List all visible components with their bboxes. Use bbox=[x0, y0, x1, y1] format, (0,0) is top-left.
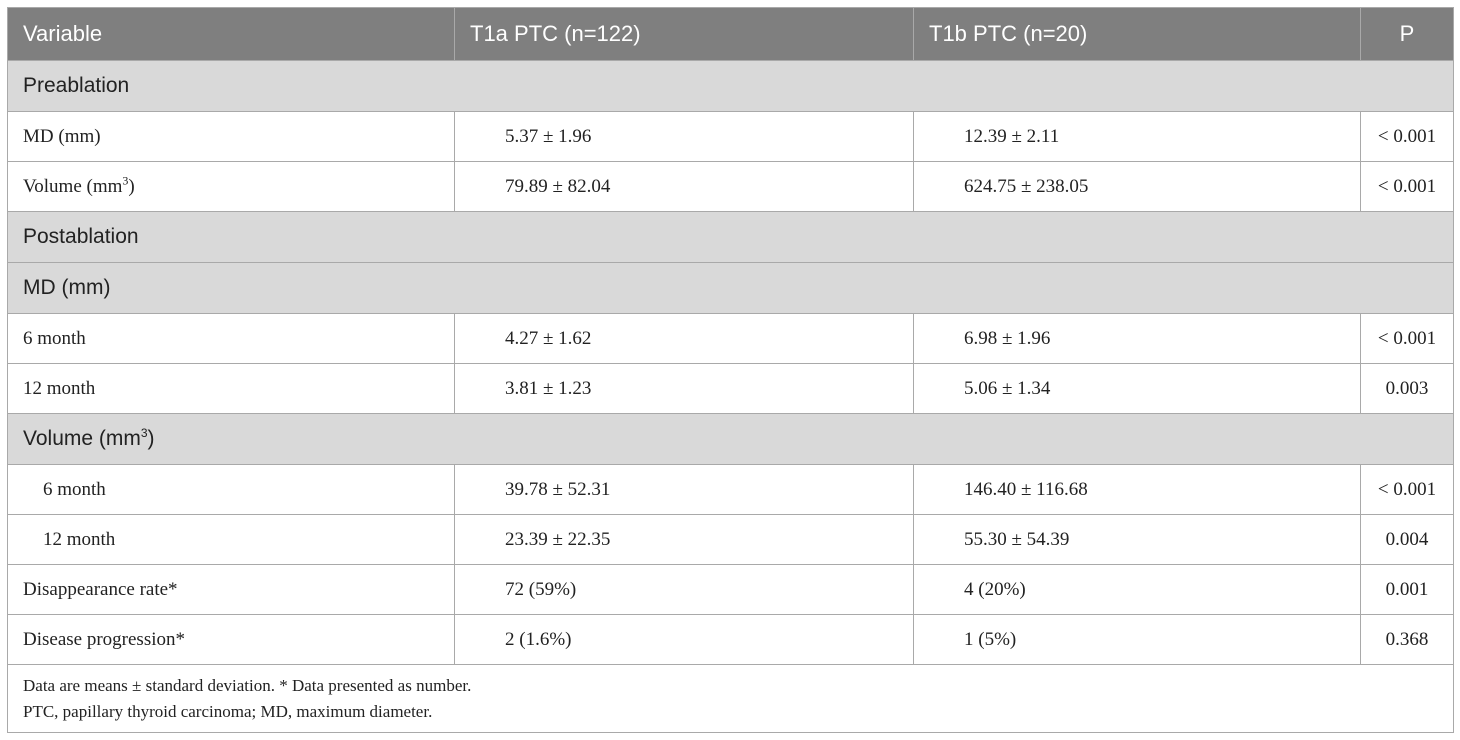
t1b-value: 6.98 ± 1.96 bbox=[913, 313, 1361, 364]
p-value: 0.001 bbox=[1360, 564, 1454, 615]
p-value: < 0.001 bbox=[1360, 161, 1454, 212]
section-row-volume: Volume (mm3) bbox=[7, 413, 1454, 465]
section-volume: Volume (mm3) bbox=[7, 413, 1454, 465]
t1a-value: 23.39 ± 22.35 bbox=[454, 514, 914, 565]
table-row: MD (mm) 5.37 ± 1.96 12.39 ± 2.11 < 0.001 bbox=[7, 111, 1454, 162]
t1a-value: 39.78 ± 52.31 bbox=[454, 464, 914, 515]
superscript: 3 bbox=[140, 426, 148, 440]
header-row: Variable T1a PTC (n=122) T1b PTC (n=20) … bbox=[7, 7, 1454, 61]
t1b-value: 1 (5%) bbox=[913, 614, 1361, 665]
footnote-line-1: Data are means ± standard deviation. * D… bbox=[23, 675, 472, 695]
table-row: Disappearance rate* 72 (59%) 4 (20%) 0.0… bbox=[7, 564, 1454, 615]
row-label: Disease progression* bbox=[7, 614, 455, 665]
t1a-value: 79.89 ± 82.04 bbox=[454, 161, 914, 212]
t1a-value: 4.27 ± 1.62 bbox=[454, 313, 914, 364]
table-row: Disease progression* 2 (1.6%) 1 (5%) 0.3… bbox=[7, 614, 1454, 665]
t1a-value: 3.81 ± 1.23 bbox=[454, 363, 914, 414]
table-row: 6 month 4.27 ± 1.62 6.98 ± 1.96 < 0.001 bbox=[7, 313, 1454, 364]
row-label: Disappearance rate* bbox=[7, 564, 455, 615]
t1b-value: 55.30 ± 54.39 bbox=[913, 514, 1361, 565]
row-label: 12 month bbox=[7, 363, 455, 414]
header-t1a: T1a PTC (n=122) bbox=[454, 7, 914, 61]
row-label: MD (mm) bbox=[7, 111, 455, 162]
section-preablation: Preablation bbox=[7, 60, 1454, 112]
section-row-md: MD (mm) bbox=[7, 262, 1454, 314]
t1b-value: 5.06 ± 1.34 bbox=[913, 363, 1361, 414]
t1a-value: 72 (59%) bbox=[454, 564, 914, 615]
section-volume-text: Volume (mm bbox=[23, 427, 141, 450]
p-value: < 0.001 bbox=[1360, 111, 1454, 162]
p-value: 0.004 bbox=[1360, 514, 1454, 565]
p-value: < 0.001 bbox=[1360, 464, 1454, 515]
t1b-value: 4 (20%) bbox=[913, 564, 1361, 615]
section-postablation: Postablation bbox=[7, 211, 1454, 263]
header-p: P bbox=[1360, 7, 1454, 61]
section-row-preablation: Preablation bbox=[7, 60, 1454, 112]
section-md: MD (mm) bbox=[7, 262, 1454, 314]
row-label: 12 month bbox=[7, 514, 455, 565]
t1b-value: 146.40 ± 116.68 bbox=[913, 464, 1361, 515]
t1a-value: 5.37 ± 1.96 bbox=[454, 111, 914, 162]
t1b-value: 12.39 ± 2.11 bbox=[913, 111, 1361, 162]
header-variable: Variable bbox=[7, 7, 455, 61]
t1a-value: 2 (1.6%) bbox=[454, 614, 914, 665]
p-value: < 0.001 bbox=[1360, 313, 1454, 364]
row-label-close: ) bbox=[128, 175, 135, 197]
results-table: Variable T1a PTC (n=122) T1b PTC (n=20) … bbox=[7, 7, 1454, 733]
superscript: 3 bbox=[122, 173, 129, 188]
section-row-postablation: Postablation bbox=[7, 211, 1454, 263]
section-volume-close: ) bbox=[147, 427, 155, 450]
t1b-value: 624.75 ± 238.05 bbox=[913, 161, 1361, 212]
footnote-line-2: PTC, papillary thyroid carcinoma; MD, ma… bbox=[23, 701, 433, 721]
table-row: 6 month 39.78 ± 52.31 146.40 ± 116.68 < … bbox=[7, 464, 1454, 515]
footnote: Data are means ± standard deviation. * D… bbox=[7, 664, 1454, 733]
row-label: 6 month bbox=[7, 464, 455, 515]
row-label: 6 month bbox=[7, 313, 455, 364]
row-label-text: Volume (mm bbox=[23, 175, 123, 197]
header-t1b: T1b PTC (n=20) bbox=[913, 7, 1361, 61]
p-value: 0.003 bbox=[1360, 363, 1454, 414]
table-row: 12 month 3.81 ± 1.23 5.06 ± 1.34 0.003 bbox=[7, 363, 1454, 414]
p-value: 0.368 bbox=[1360, 614, 1454, 665]
table-row: 12 month 23.39 ± 22.35 55.30 ± 54.39 0.0… bbox=[7, 514, 1454, 565]
footnote-row: Data are means ± standard deviation. * D… bbox=[7, 664, 1454, 733]
row-label: Volume (mm3) bbox=[7, 161, 455, 212]
table-row: Volume (mm3) 79.89 ± 82.04 624.75 ± 238.… bbox=[7, 161, 1454, 212]
